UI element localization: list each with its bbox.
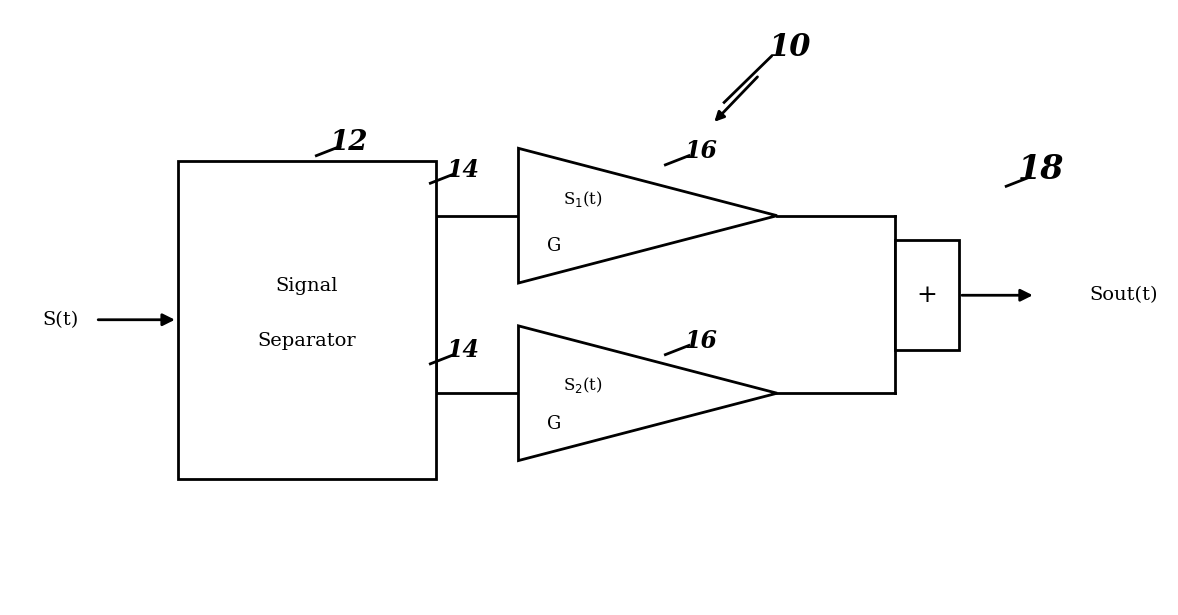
Text: Separator: Separator (258, 332, 356, 350)
Polygon shape (518, 148, 777, 283)
Text: G: G (547, 415, 561, 432)
Text: 18: 18 (1018, 153, 1065, 186)
Text: 16: 16 (684, 329, 717, 353)
Text: Sout(t): Sout(t) (1090, 286, 1158, 304)
Text: S$_2$(t): S$_2$(t) (563, 375, 603, 395)
Text: S(t): S(t) (42, 311, 78, 329)
Text: S$_1$(t): S$_1$(t) (563, 189, 603, 208)
Text: 12: 12 (329, 129, 368, 156)
Bar (894, 240, 959, 351)
Text: 14: 14 (446, 338, 479, 362)
Polygon shape (518, 326, 777, 461)
Text: 14: 14 (446, 158, 479, 182)
Text: 10: 10 (768, 32, 810, 63)
Text: +: + (916, 284, 938, 307)
Text: G: G (547, 237, 561, 255)
Bar (178, 161, 436, 479)
Text: 16: 16 (684, 140, 717, 164)
Text: Signal: Signal (276, 277, 338, 295)
